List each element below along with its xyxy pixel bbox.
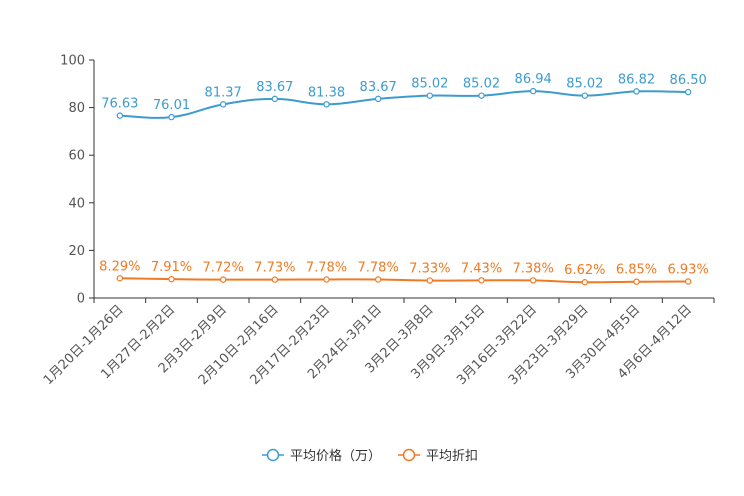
data-point-0[interactable] <box>478 92 485 99</box>
data-point-1[interactable] <box>219 276 227 283</box>
data-label-0: 85.02 <box>463 77 500 92</box>
data-point-1[interactable] <box>271 276 279 283</box>
data-label-1: 7.33% <box>409 262 450 277</box>
data-label-1: 7.78% <box>306 260 347 275</box>
data-label-0: 81.37 <box>205 85 242 100</box>
series-layer <box>116 87 692 286</box>
data-label-0: 83.67 <box>256 80 293 95</box>
data-point-1[interactable] <box>116 275 124 282</box>
data-label-1: 7.38% <box>513 261 554 276</box>
data-label-0: 86.50 <box>670 73 707 88</box>
data-point-1[interactable] <box>374 276 382 283</box>
data-point-0[interactable] <box>116 112 124 119</box>
data-label-0: 85.02 <box>411 77 448 92</box>
data-label-1: 8.29% <box>99 259 140 274</box>
data-label-0: 85.02 <box>566 77 603 92</box>
data-label-0: 83.67 <box>360 80 397 95</box>
data-label-layer: 76.63 76.01 81.37 83.67 81.38 83.67 85.02 85.02… <box>99 72 709 278</box>
data-point-0[interactable] <box>374 95 382 103</box>
data-point-1[interactable] <box>323 276 330 283</box>
data-label-1: 6.62% <box>564 263 605 278</box>
data-point-0[interactable] <box>323 101 330 108</box>
data-point-1[interactable] <box>684 278 692 285</box>
y-tick-label: 0 <box>77 292 85 307</box>
data-label-1: 7.72% <box>203 261 244 276</box>
data-label-1: 6.93% <box>668 263 709 278</box>
series-line-1 <box>119 277 689 284</box>
data-point-0[interactable] <box>219 101 227 108</box>
legend-marker-icon <box>266 448 280 462</box>
y-tick-label: 20 <box>68 244 85 259</box>
data-label-1: 7.43% <box>461 261 502 276</box>
legend-item-0[interactable]: 平均价格（万） <box>262 448 381 464</box>
data-label-0: 86.94 <box>515 72 552 87</box>
legend-item-1[interactable]: 平均折扣 <box>398 448 478 464</box>
data-point-0[interactable] <box>426 92 434 99</box>
legend-marker-icon <box>402 448 416 462</box>
data-point-0[interactable] <box>529 87 537 95</box>
y-tick-label: 100 <box>60 54 85 69</box>
data-point-1[interactable] <box>478 277 485 284</box>
data-point-0[interactable] <box>168 113 175 121</box>
axis-layer: 0204060801001月20日-1月26日1月27日-2月2日2月3日-2月… <box>41 54 715 388</box>
legend-label: 平均折扣 <box>426 449 478 464</box>
data-point-1[interactable] <box>529 277 537 284</box>
y-tick-label: 40 <box>68 196 85 211</box>
data-label-0: 81.38 <box>308 85 345 100</box>
data-label-1: 7.78% <box>358 260 399 275</box>
data-point-1[interactable] <box>581 279 589 286</box>
data-point-0[interactable] <box>581 92 589 99</box>
data-point-0[interactable] <box>684 88 692 96</box>
data-label-1: 7.91% <box>151 260 192 275</box>
data-point-0[interactable] <box>633 88 640 95</box>
data-label-1: 6.85% <box>616 263 657 278</box>
data-label-0: 76.63 <box>101 97 138 112</box>
data-point-1[interactable] <box>168 275 175 283</box>
data-label-0: 86.82 <box>618 72 655 87</box>
data-point-1[interactable] <box>426 277 434 284</box>
legend[interactable]: 平均价格（万） 平均折扣 <box>262 448 478 464</box>
series-line-0 <box>119 90 689 119</box>
data-label-1: 7.73% <box>254 261 295 276</box>
y-tick-label: 80 <box>68 101 85 116</box>
legend-label: 平均价格（万） <box>290 448 381 464</box>
data-label-0: 76.01 <box>153 98 190 113</box>
y-tick-label: 60 <box>68 149 85 164</box>
data-point-1[interactable] <box>633 278 640 285</box>
data-point-0[interactable] <box>271 95 279 103</box>
